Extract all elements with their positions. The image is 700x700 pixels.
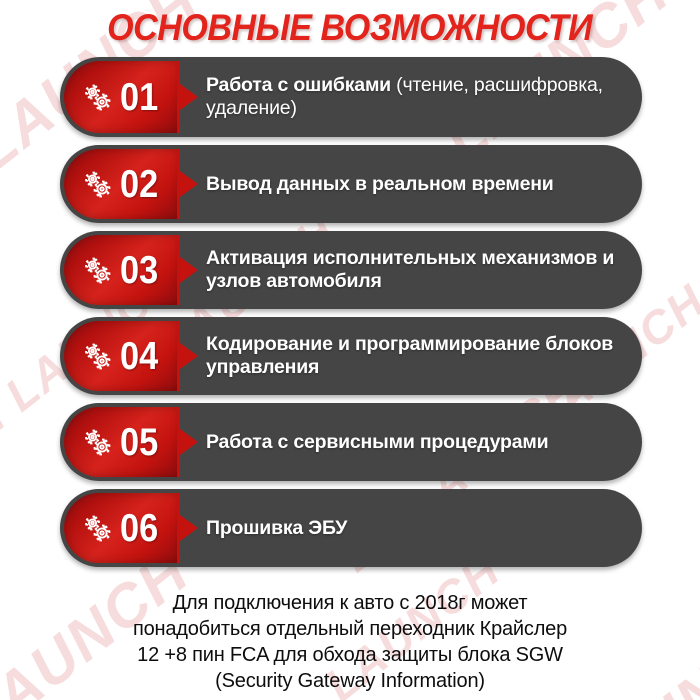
feature-row[interactable]: 06 Прошивка ЭБУ [60,489,642,567]
gears-icon [85,515,111,542]
footer-note: Для подключения к авто с 2018г может пон… [0,590,700,694]
feature-number: 02 [120,162,159,206]
feature-row[interactable]: 05 Работа с сервисными процедурами [60,403,642,481]
arrow-right-icon [180,429,198,455]
feature-number: 05 [120,420,159,464]
arrow-right-icon [180,171,198,197]
arrow-right-icon [180,343,198,369]
gears-icon [85,171,111,198]
feature-label-bold: Прошивка ЭБУ [206,516,348,539]
feature-label: Вывод данных в реальном времени [206,173,554,196]
feature-badge: 06 [64,493,180,563]
feature-badge: 01 [64,61,180,133]
feature-row[interactable]: 03 Активация исполнительных механизмов и … [60,231,642,309]
feature-badge: 02 [64,149,180,219]
feature-label-bold: Кодирование и программирование блоков уп… [206,333,614,378]
feature-label-bold: Работа с сервисными процедурами [206,430,549,453]
feature-label-bold: Вывод данных в реальном времени [206,172,554,195]
feature-badge: 04 [64,321,180,391]
feature-row[interactable]: 04 Кодирование и программирование блоков … [60,317,642,395]
feature-label: Активация исполнительных механизмов и уз… [206,247,624,293]
feature-label-bold: Работа с ошибками [206,74,397,96]
feature-list: 01 Работа с ошибками (чтение, расшифровка… [60,57,642,575]
page-title: ОСНОВНЫЕ ВОЗМОЖНОСТИ [0,6,700,50]
feature-number: 04 [120,334,159,378]
feature-row[interactable]: 02 Вывод данных в реальном времени [60,145,642,223]
feature-badge: 05 [64,407,180,477]
feature-number: 06 [120,506,159,550]
gears-icon [85,84,111,111]
feature-label-bold: Активация исполнительных механизмов и уз… [206,247,615,292]
feature-badge: 03 [64,235,180,305]
feature-number: 03 [120,248,159,292]
footer-line-1: Для подключения к авто с 2018г может [172,592,528,614]
feature-label-regular: (чтение, расшифровка, удаление) [206,74,603,119]
feature-label: Работа с ошибками (чтение, расшифровка, … [206,74,624,120]
arrow-right-icon [180,515,198,541]
gears-icon [85,257,111,284]
feature-label: Прошивка ЭБУ [206,517,347,540]
arrow-right-icon [180,84,198,110]
feature-number: 01 [120,75,159,119]
footer-line-2: понадобиться отдельный переходник Крайсл… [132,618,568,640]
arrow-right-icon [180,257,198,283]
gears-icon [85,429,111,456]
feature-label: Работа с сервисными процедурами [206,430,549,454]
gears-icon [85,343,111,370]
page-title-text: ОСНОВНЫЕ ВОЗМОЖНОСТИ [107,7,593,48]
feature-label: Кодирование и программирование блоков уп… [206,333,624,379]
feature-row[interactable]: 01 Работа с ошибками (чтение, расшифровка… [60,57,642,137]
footer-line-4: (Security Gateway Information) [215,670,485,692]
footer-line-3: 12 +8 пин FCA для обхода защиты блока SG… [137,644,563,666]
